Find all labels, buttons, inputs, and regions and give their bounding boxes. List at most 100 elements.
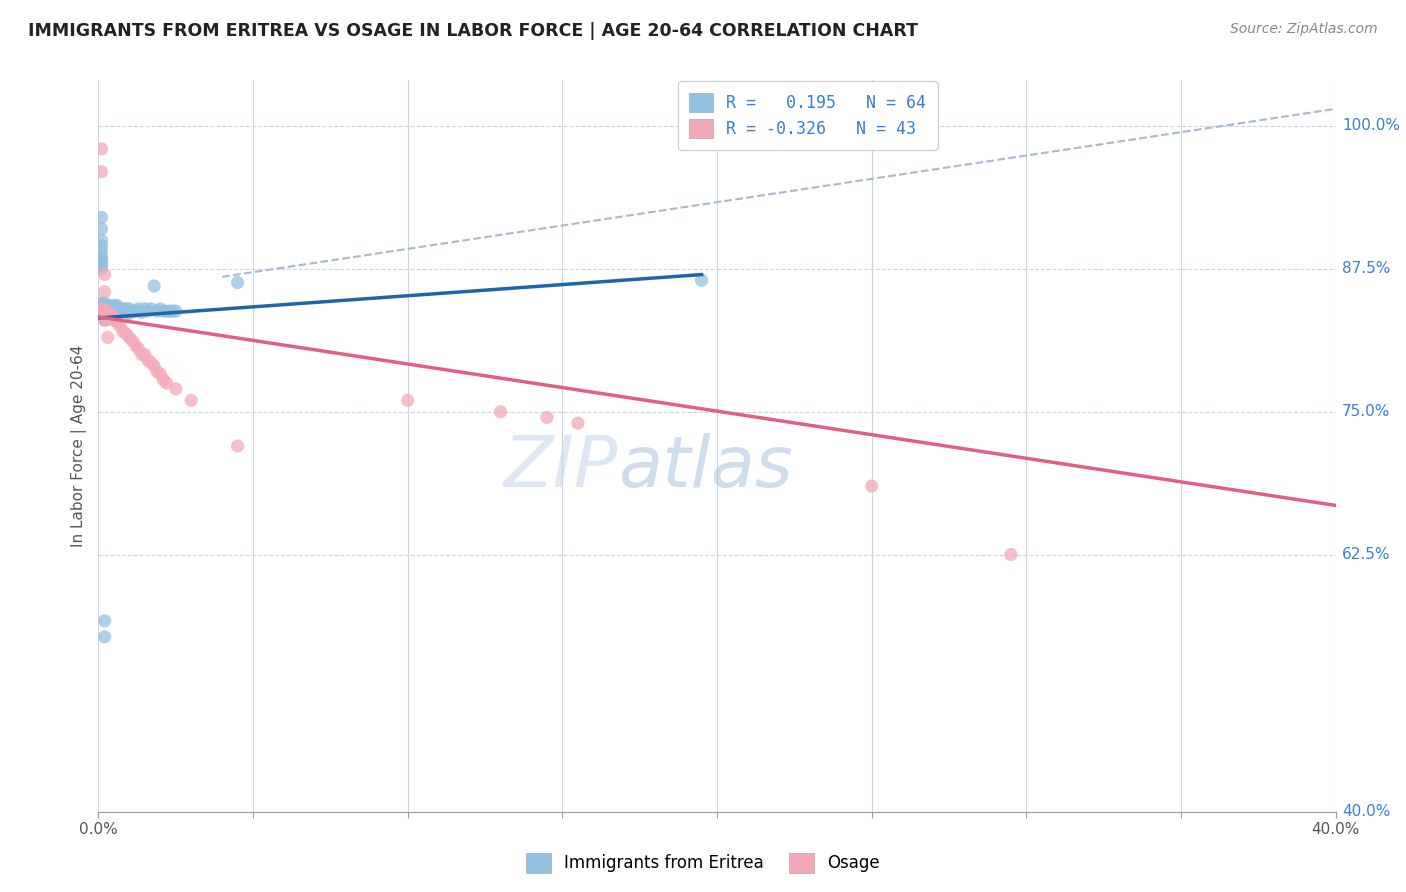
Point <box>860 479 883 493</box>
Point <box>103 313 125 327</box>
Point <box>90 211 112 225</box>
Point <box>93 285 115 299</box>
Text: 40.0%: 40.0% <box>1341 805 1391 819</box>
Point <box>226 439 249 453</box>
Point <box>90 261 112 276</box>
Point <box>103 310 125 324</box>
Y-axis label: In Labor Force | Age 20-64: In Labor Force | Age 20-64 <box>72 345 87 547</box>
Point <box>108 301 131 316</box>
Point <box>155 376 177 391</box>
Point <box>121 334 143 348</box>
Text: Source: ZipAtlas.com: Source: ZipAtlas.com <box>1230 22 1378 37</box>
Text: ZIP: ZIP <box>503 434 619 502</box>
Point <box>97 312 120 326</box>
Point <box>90 233 112 247</box>
Point <box>105 301 128 316</box>
Point <box>90 296 112 310</box>
Point <box>136 353 159 368</box>
Text: 100.0%: 100.0% <box>1341 119 1400 134</box>
Point <box>121 304 143 318</box>
Point <box>93 630 115 644</box>
Point <box>105 316 128 330</box>
Point <box>90 308 112 322</box>
Text: 87.5%: 87.5% <box>1341 261 1391 277</box>
Point <box>90 301 112 316</box>
Text: IMMIGRANTS FROM ERITREA VS OSAGE IN LABOR FORCE | AGE 20-64 CORRELATION CHART: IMMIGRANTS FROM ERITREA VS OSAGE IN LABO… <box>28 22 918 40</box>
Point <box>90 142 112 156</box>
Legend: Immigrants from Eritrea, Osage: Immigrants from Eritrea, Osage <box>519 847 887 880</box>
Point <box>90 251 112 265</box>
Point <box>128 342 150 356</box>
Point <box>162 304 184 318</box>
Point <box>152 304 174 318</box>
Point <box>136 304 159 318</box>
Point <box>90 256 112 270</box>
Point <box>226 276 249 290</box>
Point <box>118 306 141 320</box>
Point <box>100 303 122 318</box>
Point <box>100 306 122 320</box>
Point <box>103 298 125 312</box>
Point <box>134 347 156 362</box>
Point <box>139 355 162 369</box>
Point <box>124 338 146 352</box>
Point <box>93 313 115 327</box>
Point <box>100 300 122 314</box>
Text: 62.5%: 62.5% <box>1341 547 1391 562</box>
Point <box>90 306 112 320</box>
Text: atlas: atlas <box>619 434 793 502</box>
Point <box>118 330 141 344</box>
Point <box>108 318 131 333</box>
Point <box>112 301 135 316</box>
Point <box>131 347 153 362</box>
Point <box>97 309 120 323</box>
Point <box>93 296 115 310</box>
Point <box>93 306 115 320</box>
Point <box>131 305 153 319</box>
Point <box>93 301 115 316</box>
Point <box>112 325 135 339</box>
Point <box>128 301 150 316</box>
Point <box>115 305 138 319</box>
Point <box>143 359 166 373</box>
Point <box>146 365 169 379</box>
Point <box>100 310 122 324</box>
Point <box>149 301 172 316</box>
Point <box>97 301 120 316</box>
Point <box>115 326 138 341</box>
Point <box>165 304 187 318</box>
Point <box>139 301 162 316</box>
Point <box>100 308 122 322</box>
Point <box>105 304 128 318</box>
Point <box>134 301 156 316</box>
Point <box>90 301 112 316</box>
Point <box>93 298 115 312</box>
Point <box>90 298 112 312</box>
Point <box>97 305 120 319</box>
Point <box>152 373 174 387</box>
Point <box>90 222 112 236</box>
Point <box>103 301 125 316</box>
Point <box>159 304 181 318</box>
Text: 75.0%: 75.0% <box>1341 404 1391 419</box>
Point <box>105 313 128 327</box>
Point <box>567 416 589 430</box>
Point <box>90 252 112 267</box>
Point <box>149 367 172 381</box>
Point <box>105 298 128 312</box>
Point <box>165 382 187 396</box>
Point <box>90 259 112 273</box>
Point <box>93 304 115 318</box>
Point <box>90 244 112 259</box>
Point <box>155 304 177 318</box>
Point <box>536 410 558 425</box>
Point <box>97 308 120 322</box>
Point <box>180 393 202 408</box>
Point <box>100 310 122 324</box>
Point <box>690 273 713 287</box>
Point <box>93 310 115 324</box>
Point <box>90 239 112 253</box>
Point <box>93 313 115 327</box>
Point <box>112 304 135 318</box>
Point <box>124 304 146 318</box>
